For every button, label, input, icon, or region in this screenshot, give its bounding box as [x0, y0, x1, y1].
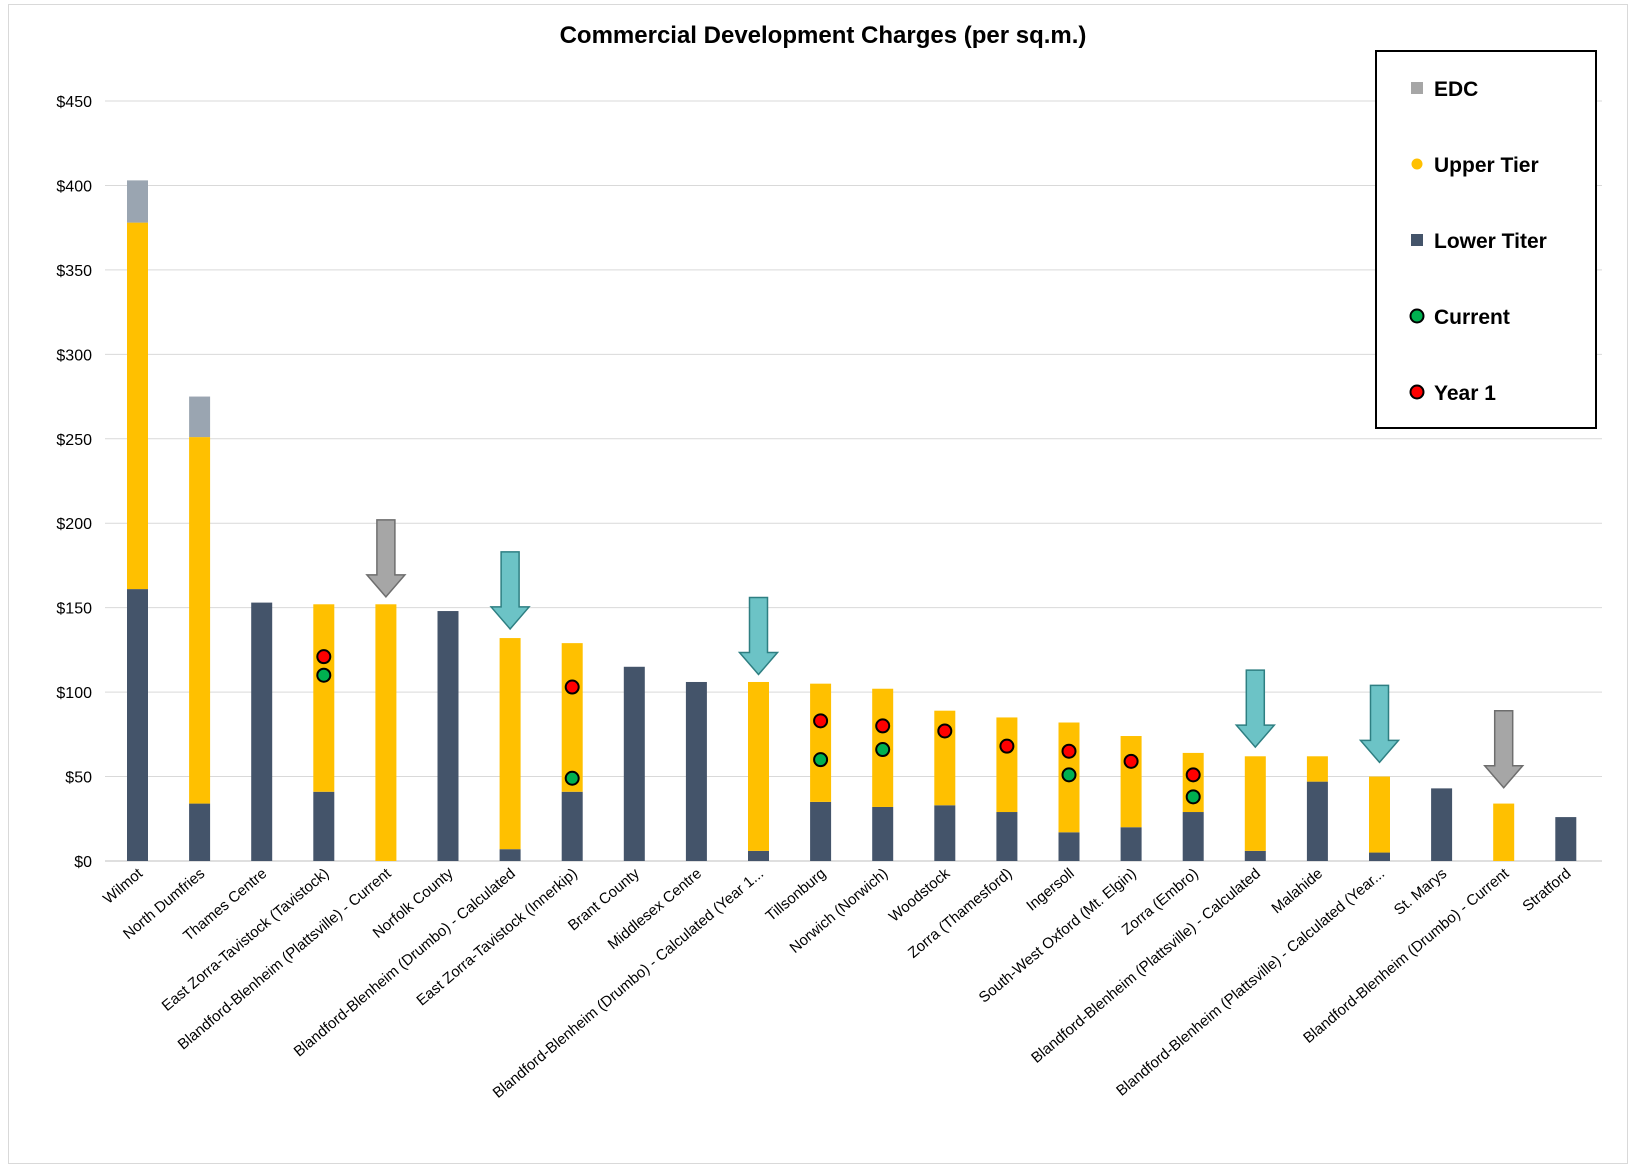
bar-lower-titer: [1431, 788, 1453, 861]
bar-upper-tier: [810, 683, 832, 802]
bar-lower-titer: [1120, 827, 1142, 861]
legend-swatch: [1411, 158, 1423, 170]
marker-year-1: [937, 723, 953, 739]
x-tick-label: Blandford-Blenheim (Drumbo) - Calculated: [291, 865, 519, 1060]
bar-lower-titer: [1058, 832, 1080, 861]
marker-year-1: [1061, 743, 1077, 759]
bar-upper-tier: [1306, 756, 1328, 782]
x-tick-label: Wilmot: [100, 865, 147, 908]
y-tick-label: $200: [56, 516, 92, 533]
grid-lines: [105, 100, 1602, 862]
marker-year-1: [999, 738, 1015, 754]
legend-label: EDC: [1434, 78, 1478, 101]
legend-label: Year 1: [1434, 382, 1496, 405]
bar-upper-tier: [127, 222, 148, 590]
legend: EDC Upper Tier Lower Titer Current Year 1: [1375, 50, 1597, 429]
bar-upper-tier: [1369, 776, 1390, 853]
bar-upper-tier: [1244, 756, 1266, 851]
bar-lower-titer: [934, 805, 956, 861]
bar-upper-tier: [561, 643, 583, 792]
legend-swatch: [1409, 308, 1425, 324]
x-tick-label: Zorra (Thamesford): [905, 865, 1016, 962]
y-tick-label: $400: [56, 178, 92, 195]
x-tick-label: Stratford: [1519, 865, 1574, 915]
marker-current: [813, 752, 829, 768]
bar-lower-titer: [561, 791, 583, 861]
bar-lower-titer: [810, 801, 832, 861]
marker-year-1: [875, 718, 891, 734]
bar-edc: [189, 396, 211, 438]
y-axis-ticks: $0 $50 $100 $150 $200 $250 $300 $350 $400 $450: [56, 94, 92, 871]
bar-upper-tier: [499, 638, 521, 850]
marker-year-1: [316, 649, 332, 665]
bar-lower-titer: [1555, 817, 1577, 861]
bars: [127, 180, 1577, 861]
legend-label: Current: [1434, 306, 1510, 329]
bar-lower-titer: [1244, 850, 1266, 861]
legend-label: Lower Titer: [1434, 230, 1547, 253]
bar-upper-tier: [313, 604, 335, 792]
bar-lower-titer: [685, 681, 707, 861]
bar-lower-titer: [499, 849, 521, 861]
bar-lower-titer: [872, 806, 894, 861]
bar-lower-titer: [1182, 812, 1204, 861]
bar-lower-titer: [437, 611, 459, 861]
bar-upper-tier: [748, 681, 769, 851]
marker-current: [875, 742, 891, 758]
marker-current: [564, 770, 580, 786]
marker-year-1: [813, 713, 829, 729]
y-tick-label: $450: [56, 94, 92, 111]
y-tick-label: $100: [56, 685, 92, 702]
marker-current: [316, 667, 332, 683]
chart-title: Commercial Development Charges (per sq.m…: [560, 22, 1087, 49]
chart-frame: [8, 4, 1628, 1164]
marker-year-1: [564, 679, 580, 695]
bar-upper-tier: [189, 437, 211, 804]
marker-year-1: [1123, 753, 1139, 769]
bar-lower-titer: [1306, 781, 1328, 861]
down-arrow-icon: [1234, 669, 1276, 749]
bar-lower-titer: [623, 666, 645, 861]
bar-edc: [127, 180, 148, 223]
x-tick-label: St. Marys: [1391, 865, 1450, 919]
y-tick-label: $300: [56, 347, 92, 364]
legend-label: Upper Tier: [1434, 154, 1539, 177]
marker-current: [1061, 767, 1077, 783]
bar-lower-titer: [748, 850, 769, 861]
y-tick-label: $0: [74, 854, 92, 871]
down-arrow-icon: [365, 519, 407, 598]
bar-lower-titer: [189, 803, 211, 861]
y-tick-label: $350: [56, 263, 92, 280]
y-tick-label: $250: [56, 432, 92, 449]
x-tick-label: Ingersoll: [1023, 865, 1077, 914]
down-arrow-icon: [489, 551, 531, 631]
bar-lower-titer: [127, 589, 148, 861]
down-arrow-icon: [737, 596, 780, 676]
bar-lower-titer: [313, 791, 335, 861]
marker-current: [1185, 789, 1201, 805]
legend-swatch: [1411, 234, 1423, 246]
marker-year-1: [1185, 767, 1201, 783]
x-tick-label: Blandford-Blenheim (Plattsville) - Curre…: [175, 865, 395, 1054]
y-tick-label: $50: [65, 770, 92, 787]
legend-swatch: [1411, 82, 1423, 94]
bar-lower-titer: [251, 602, 273, 861]
bar-lower-titer: [1369, 852, 1390, 861]
markers: [316, 649, 1201, 805]
legend-swatch: [1409, 384, 1425, 400]
down-arrow-icon: [1358, 684, 1401, 764]
y-tick-label: $150: [56, 601, 92, 618]
arrows: [365, 519, 1525, 789]
bar-upper-tier: [375, 604, 397, 861]
bar-lower-titer: [996, 812, 1018, 861]
down-arrow-icon: [1483, 709, 1525, 789]
bar-upper-tier: [996, 717, 1018, 813]
x-tick-label: Malahide: [1268, 865, 1326, 917]
bar-upper-tier: [1120, 736, 1142, 828]
bar-upper-tier: [1493, 803, 1515, 861]
x-tick-label: Blandford-Blenheim (Plattsville) - Calcu…: [1028, 865, 1264, 1067]
